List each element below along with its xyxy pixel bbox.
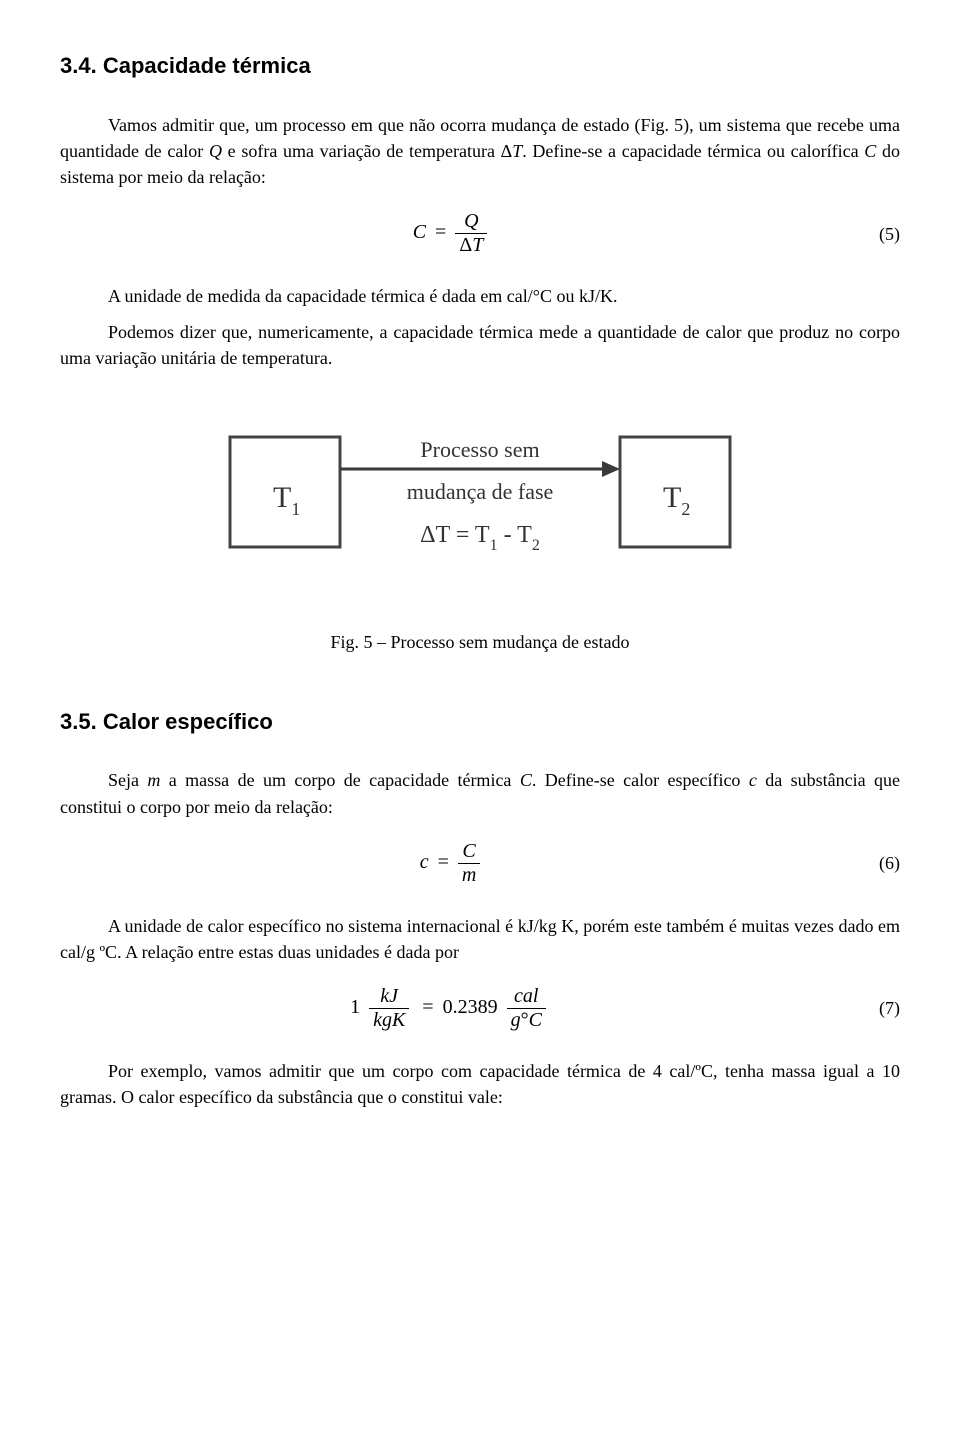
s35-p1-c: . Define-se calor específico: [532, 770, 749, 790]
s34-p1-t: T: [512, 141, 522, 161]
equation-6: c = C m: [60, 840, 840, 887]
eq7-num1: kJ: [369, 985, 409, 1009]
eq5-den-delta: Δ: [459, 234, 472, 256]
section-3-4-heading: 3.4. Capacidade térmica: [60, 50, 900, 82]
section-3-5-number: 3.5.: [60, 709, 97, 734]
eq5-lhs: C: [413, 221, 426, 243]
figure-5-caption: Fig. 5 – Processo sem mudança de estado: [60, 629, 900, 655]
eq5-eqsign: =: [431, 221, 450, 243]
eq5-den-t: T: [472, 234, 483, 256]
section-3-5-title: Calor específico: [103, 709, 273, 734]
section-3-5-heading: 3.5. Calor específico: [60, 706, 900, 738]
fig5-t1: T1: [273, 481, 300, 519]
fig5-label-bottom: mudança de fase: [407, 479, 554, 504]
eq7-one: 1: [350, 996, 360, 1018]
s35-para-3: Por exemplo, vamos admitir que um corpo …: [60, 1058, 900, 1110]
eq7-num2: cal: [507, 985, 546, 1009]
s34-para-2: A unidade de medida da capacidade térmic…: [60, 283, 900, 309]
section-3-4-title: Capacidade térmica: [103, 53, 311, 78]
equation-7: 1 kJ kgK = 0.2389 cal g°C: [60, 985, 840, 1032]
equation-5: C = Q ΔT: [60, 210, 840, 257]
eq5-frac: Q ΔT: [455, 210, 487, 257]
fig5-t2: T2: [663, 481, 690, 519]
fig5-label-top: Processo sem: [420, 437, 539, 462]
equation-7-row: 1 kJ kgK = 0.2389 cal g°C (7): [60, 985, 900, 1032]
eq5-den: ΔT: [455, 234, 487, 257]
equation-6-number: (6): [840, 850, 900, 876]
fig5-delta-eq: ΔT = T1 - T2: [420, 522, 540, 554]
equation-5-number: (5): [840, 221, 900, 247]
eq7-frac2: cal g°C: [507, 985, 546, 1032]
eq6-den: m: [458, 864, 480, 887]
equation-5-row: C = Q ΔT (5): [60, 210, 900, 257]
eq6-lhs: c: [420, 851, 429, 873]
eq7-eqsign: =: [418, 996, 437, 1018]
s35-p1-lowc: c: [749, 770, 757, 790]
s35-para-1: Seja m a massa de um corpo de capacidade…: [60, 767, 900, 819]
figure-5-svg: T1 T2 Processo sem mudança de fase ΔT = …: [210, 407, 750, 607]
s34-p1-q: Q: [209, 141, 222, 161]
s35-p1-m: m: [147, 770, 160, 790]
equation-6-row: c = C m (6): [60, 840, 900, 887]
eq7-val: 0.2389: [443, 996, 498, 1018]
eq5-num: Q: [455, 210, 487, 234]
equation-7-number: (7): [840, 995, 900, 1021]
s34-p1-c: . Define-se a capacidade térmica ou calo…: [522, 141, 864, 161]
figure-5-diagram: T1 T2 Processo sem mudança de fase ΔT = …: [60, 407, 900, 607]
fig5-arrow-head: [602, 461, 620, 477]
s35-p1-a: Seja: [108, 770, 147, 790]
eq6-frac: C m: [458, 840, 480, 887]
s34-para-1: Vamos admitir que, um processo em que nã…: [60, 112, 900, 190]
eq7-frac1: kJ kgK: [369, 985, 409, 1032]
eq7-den1: kgK: [369, 1009, 409, 1032]
eq6-eqsign: =: [434, 851, 453, 873]
s35-p1-b: a massa de um corpo de capacidade térmic…: [160, 770, 519, 790]
eq6-num: C: [458, 840, 480, 864]
eq7-den2: g°C: [507, 1009, 546, 1032]
section-3-4-number: 3.4.: [60, 53, 97, 78]
s34-para-3: Podemos dizer que, numericamente, a capa…: [60, 319, 900, 371]
s34-p1-cvar: C: [864, 141, 876, 161]
s34-p1-b: e sofra uma variação de temperatura Δ: [222, 141, 512, 161]
s35-p1-capc: C: [520, 770, 532, 790]
s35-para-2: A unidade de calor específico no sistema…: [60, 913, 900, 965]
